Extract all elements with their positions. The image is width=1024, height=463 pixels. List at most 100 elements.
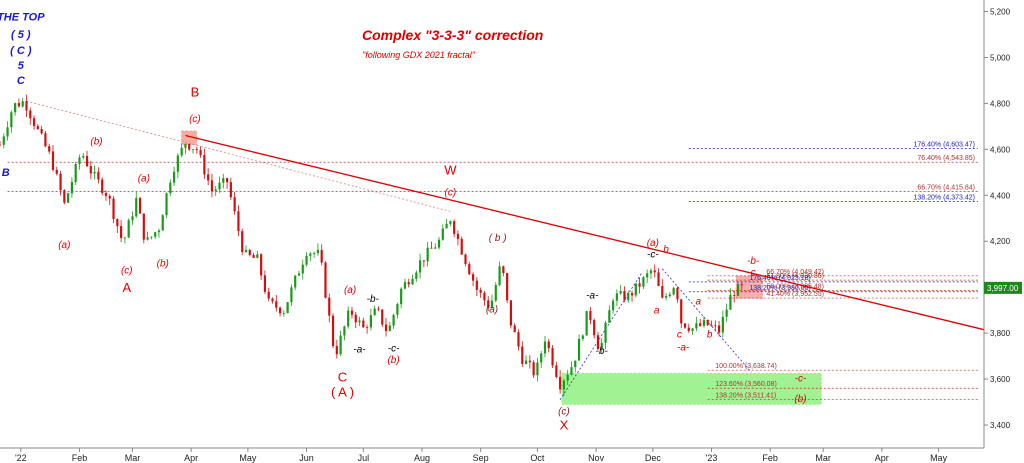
last-price-box [984,281,1022,294]
candle-body [475,280,478,290]
fib-label-6: 176.40% (4,023.18) [749,275,811,282]
candle-body [559,376,562,390]
candle-body [0,144,2,146]
candle-body [729,294,732,310]
candle-body [415,272,418,279]
fib-label-11: 123.60% (3,560.08) [715,381,777,388]
x-tick-label: '23 [706,453,718,463]
candle-body [695,323,698,329]
candle-body [608,310,611,323]
candle-body [135,198,138,217]
x-tick-label: Feb [762,453,778,463]
candle-body [487,300,490,309]
candle-body [524,360,528,364]
candle-body [683,323,687,328]
y-tick-label: 3,400 [990,421,1011,430]
candle-body [14,103,17,113]
wave-label-25: -a- [586,291,599,302]
wave-label-31: b [663,245,669,256]
candle-body [161,215,164,231]
candle-body [297,273,301,276]
candle-body [422,260,425,262]
candle-body [532,362,535,376]
candle-body [229,182,232,198]
wave-label-6: (b) [90,137,102,148]
candle-body [17,103,21,107]
candle-body [449,221,452,224]
candle-body [101,179,104,193]
candle-body [2,136,5,145]
candle-body [350,310,354,315]
x-tick-label: Nov [588,453,605,463]
candle-body [252,254,255,258]
candle-body [725,309,728,317]
candle-body [710,325,713,326]
candle-body [267,291,270,299]
candle-body [543,341,547,354]
candle-body [653,270,656,273]
wave-label-32: a [654,306,660,317]
candle-body [612,300,615,311]
candle-body [619,290,622,294]
candle-body [649,270,653,274]
candle-body [562,380,566,390]
wave-label-3: 5 [18,60,25,72]
wave-label-33: -a- [677,342,690,353]
candle-body [313,253,316,254]
candle-body [301,264,304,274]
last-price-tag: 3,997.00 [984,281,1022,294]
candle-body [547,341,550,349]
candle-body [40,128,43,134]
candle-body [381,309,384,325]
y-tick-label: 3,800 [990,329,1011,338]
wave-label-11: A [122,280,131,295]
y-tick-label: 4,600 [990,145,1011,154]
wave-label-36: b [707,330,713,341]
candle-body [263,275,267,292]
candle-body [468,264,471,275]
candle-body [407,282,410,285]
candle-body [366,327,369,329]
wave-label-23: C [338,369,347,384]
candle-body [131,216,134,221]
fib-label-1: 76.40% (4,543.85) [917,155,975,162]
wave-label-38: c [751,268,756,279]
candle-body [471,274,475,281]
candle-body [456,233,460,239]
candle-body [210,180,214,192]
candle-body [294,275,297,288]
candle-body [104,192,108,196]
candle-body [248,250,251,255]
wave-label-10: (b) [157,259,169,270]
candle-body [437,239,441,248]
candle-body [691,328,694,331]
chart-subtitle: "following GDX 2021 fractal" [362,50,476,60]
candle-body [577,338,581,361]
candle-body [59,173,62,191]
wave-label-22: (b) [387,355,399,366]
candle-body [36,125,39,129]
x-tick-label: May [239,453,257,463]
wave-label-37: -b- [747,256,760,267]
fib-label-9: 41.40% (3,952.55) [766,291,824,298]
candle-body [55,169,58,174]
candle-body [241,231,244,252]
candle-body [490,300,494,309]
candle-body [479,289,482,293]
candle-body [169,182,172,194]
candle-body [191,149,195,151]
candle-body [555,365,558,377]
candle-body [630,292,634,296]
fib-label-12: 138.20% (3,511.41) [715,392,776,399]
wave-label-12: B [191,84,200,99]
candle-body [721,316,724,333]
x-tick-label: Mar [125,453,141,463]
candle-body [400,288,403,305]
candle-body [736,284,740,296]
candle-body [146,237,149,240]
candle-body [331,315,335,347]
candle-body [116,219,119,227]
candle-body [305,255,308,265]
candle-body [93,171,96,174]
candle-body [123,237,126,239]
